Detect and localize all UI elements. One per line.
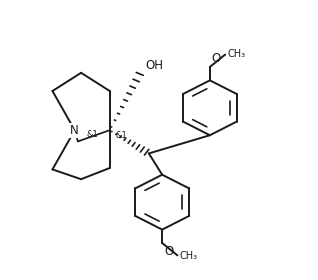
- Text: OH: OH: [145, 59, 163, 72]
- Text: CH₃: CH₃: [179, 251, 197, 261]
- Text: O: O: [164, 245, 173, 258]
- Text: &1: &1: [115, 131, 127, 140]
- Text: &1: &1: [87, 130, 99, 139]
- Text: N: N: [70, 124, 79, 137]
- Text: O: O: [212, 52, 221, 65]
- Text: CH₃: CH₃: [227, 49, 245, 59]
